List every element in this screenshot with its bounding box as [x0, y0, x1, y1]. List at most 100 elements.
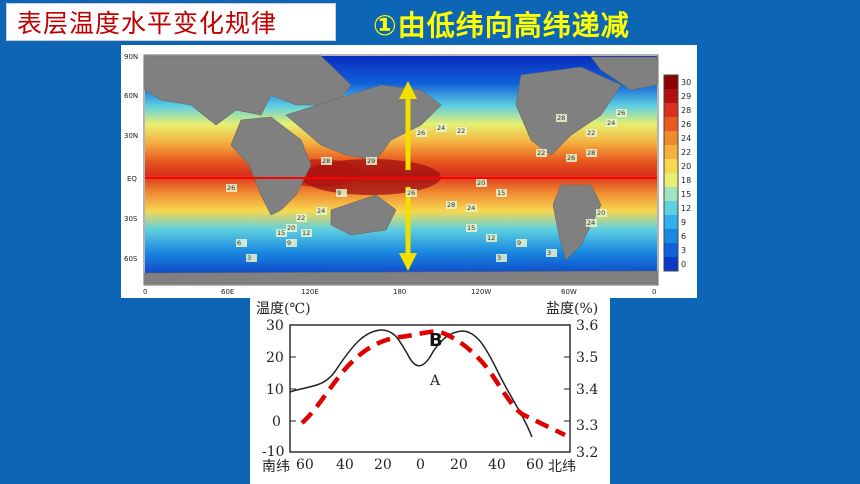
legend-value: 28: [681, 106, 691, 115]
contour-label: 9: [337, 189, 341, 197]
legend-value: 18: [681, 176, 691, 185]
contour-label-bg: [466, 224, 477, 232]
contour-label-bg: [286, 239, 297, 247]
contour-label: 12: [487, 234, 495, 242]
x-tick-n40: 40: [488, 457, 506, 473]
x-tick-s20: 20: [374, 457, 392, 473]
legend-value: 15: [681, 190, 691, 199]
x-tick-n20: 20: [450, 457, 468, 473]
sst-map: 26 28 29 26 28 24 22 20 15 9 26 24 22 26 28 24 22 20 15 12 9…: [124, 53, 691, 296]
legend-swatch: [664, 229, 678, 243]
contour-label: 28: [587, 149, 595, 157]
contour-label: 12: [302, 229, 310, 237]
contour-label: 22: [587, 129, 595, 137]
contour-label-bg: [336, 189, 347, 197]
right-tick-3-4: 3.4: [576, 382, 598, 398]
lat-label-60n: 60N: [124, 92, 138, 100]
legend-value: 3: [681, 246, 686, 255]
contour-label-bg: [416, 129, 427, 137]
lat-label-30n: 30N: [124, 132, 138, 140]
contour-label-bg: [496, 189, 507, 197]
legend-swatch: [664, 187, 678, 201]
legend-swatch: [664, 145, 678, 159]
contour-label-bg: [296, 214, 307, 222]
legend-value: 20: [681, 162, 691, 171]
contour-label: 26: [417, 129, 425, 137]
contour-label: 9: [517, 239, 521, 247]
legend-value: 12: [681, 204, 691, 213]
left-tick-10: 10: [266, 382, 284, 398]
legend-swatch: [664, 201, 678, 215]
contour-label-bg: [446, 201, 457, 209]
legend-value: 29: [681, 92, 691, 101]
contour-label-bg: [366, 157, 377, 165]
contour-label-bg: [466, 204, 477, 212]
contour-label-bg: [586, 129, 597, 137]
lon-label-60e: 60E: [221, 288, 234, 296]
contour-label-bg: [246, 254, 257, 262]
x-tick-0: 0: [416, 457, 425, 473]
contour-label-bg: [556, 114, 567, 122]
contour-label-bg: [276, 229, 287, 237]
contour-label: 15: [497, 189, 505, 197]
right-tick-3-2: 3.2: [576, 445, 598, 461]
legend-swatch: [664, 257, 678, 271]
lon-label-120w: 120W: [471, 288, 491, 296]
legend-swatch: [664, 173, 678, 187]
contour-label-bg: [496, 254, 507, 262]
contour-label: 28: [447, 201, 455, 209]
point-b-label: B: [429, 330, 443, 351]
title-text: 表层温度水平变化规律: [17, 9, 278, 38]
contour-label-bg: [476, 179, 487, 187]
lon-label-60w: 60W: [561, 288, 577, 296]
lat-label-eq: EQ: [127, 175, 137, 183]
title-box: 表层温度水平变化规律: [6, 3, 336, 41]
left-axis-title: 温度(℃): [256, 301, 311, 317]
contour-label: 26: [567, 154, 575, 162]
contour-label-bg: [586, 149, 597, 157]
contour-label: 24: [587, 219, 595, 227]
contour-label: 6: [237, 239, 241, 247]
right-tick-3-6: 3.6: [576, 318, 598, 334]
contour-label: 28: [557, 114, 565, 122]
left-tick-0: 0: [272, 414, 281, 430]
legend-swatch: [664, 75, 678, 89]
lat-label-30s: 30S: [124, 215, 138, 223]
contour-label: 26: [407, 189, 415, 197]
contour-label-bg: [536, 149, 547, 157]
temperature-curve: [289, 329, 533, 438]
contour-label: 29: [367, 157, 375, 165]
contour-label: 24: [607, 119, 615, 127]
contour-label-bg: [301, 229, 312, 237]
left-tick-30: 30: [266, 318, 284, 334]
contour-label-bg: [316, 207, 327, 215]
x-tick-s40: 40: [336, 457, 354, 473]
contour-label: 22: [537, 149, 545, 157]
contour-label: 20: [597, 209, 605, 217]
x-tick-s60: 60: [296, 457, 314, 473]
contour-label: 3: [547, 249, 551, 257]
right-tick-3-3: 3.3: [576, 418, 598, 434]
land-masses: [144, 55, 658, 285]
contour-label-bg: [286, 224, 297, 232]
lon-label-0: 0: [143, 288, 147, 296]
contour-label: 20: [287, 224, 295, 232]
contour-label: 24: [437, 124, 445, 132]
legend-value: 24: [681, 134, 691, 143]
contour-label: 26: [227, 184, 235, 192]
contour-label: 24: [467, 204, 475, 212]
contour-label: 22: [457, 127, 465, 135]
south-latitude-label: 南纬: [262, 459, 290, 475]
contour-label: 24: [317, 207, 325, 215]
legend-value: 6: [681, 232, 686, 241]
contour-label-bg: [321, 157, 332, 165]
salinity-curve: [300, 329, 567, 438]
legend-swatch: [664, 131, 678, 145]
contour-label-bg: [606, 119, 617, 127]
right-tick-3-5: 3.5: [576, 350, 598, 366]
contour-label-bg: [586, 219, 597, 227]
latitude-arrows: [399, 81, 417, 271]
contour-label-bg: [516, 239, 527, 247]
contour-label-bg: [456, 127, 467, 135]
contour-label: 3: [497, 254, 501, 262]
